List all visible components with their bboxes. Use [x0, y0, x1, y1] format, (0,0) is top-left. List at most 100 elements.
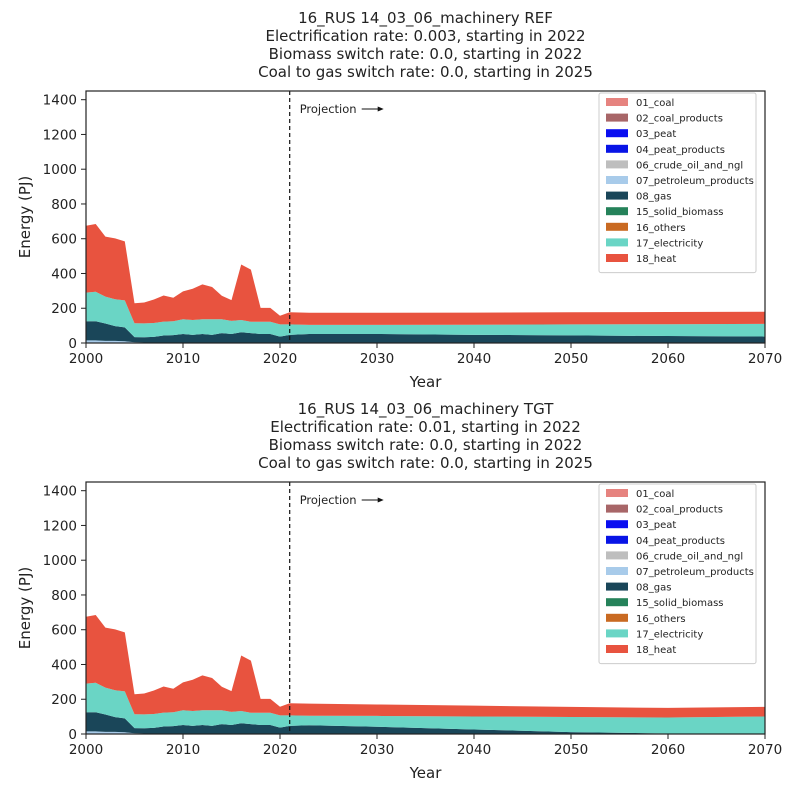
legend-swatch-06-crude-oil-and-ngl: [606, 551, 628, 560]
y-tick-label: 1200: [43, 518, 77, 534]
plot-frame: [85, 90, 766, 344]
y-tick-label: 1000: [43, 162, 77, 178]
chart-title-line: 16_RUS 14_03_06_machinery TGT: [298, 400, 555, 419]
y-tick-label: 800: [51, 588, 77, 604]
y-tick-label: 400: [51, 657, 77, 673]
legend-label-02-coal-products: 02_coal_products: [636, 505, 723, 516]
legend-swatch-15-solid-biomass: [606, 207, 628, 216]
legend-label-06-crude-oil-and-ngl: 06_crude_oil_and_ngl: [636, 160, 743, 171]
area-17-electricity: [86, 682, 765, 734]
x-tick-label: 2030: [360, 742, 394, 758]
y-axis-label: Energy (PJ): [16, 176, 34, 258]
legend-label-18-heat: 18_heat: [636, 254, 676, 265]
legend-label-18-heat: 18_heat: [636, 645, 676, 656]
x-tick-label: 2010: [166, 351, 200, 367]
y-tick-label: 600: [51, 232, 77, 248]
legend-label-17-electricity: 17_electricity: [636, 629, 703, 640]
x-tick-label: 2000: [69, 742, 103, 758]
projection-label: Projection: [300, 493, 357, 507]
legend-swatch-01-coal: [606, 489, 628, 497]
chart-panel-1: 16_RUS 14_03_06_machinery REFElectrifica…: [16, 9, 782, 391]
legend-swatch-03-peat: [606, 129, 628, 138]
area-18-heat: [86, 614, 765, 718]
x-tick-label: 2010: [166, 742, 200, 758]
x-axis-label: Year: [409, 764, 443, 782]
legend-label-08-gas: 08_gas: [636, 192, 671, 203]
x-tick-label: 2070: [748, 742, 782, 758]
y-axis-label: Energy (PJ): [16, 567, 34, 649]
projection-label: Projection: [300, 102, 357, 116]
y-tick-label: 400: [51, 266, 77, 282]
x-tick-label: 2050: [554, 742, 588, 758]
y-tick-label: 1400: [43, 93, 77, 109]
chart-title-line: Coal to gas switch rate: 0.0, starting i…: [258, 63, 593, 81]
chart-title-line: Electrification rate: 0.003, starting in…: [265, 27, 585, 45]
x-tick-label: 2070: [748, 351, 782, 367]
chart-title-line: Coal to gas switch rate: 0.0, starting i…: [258, 454, 593, 472]
area-17-electricity: [86, 291, 765, 338]
chart-title-line: Biomass switch rate: 0.0, starting in 20…: [269, 436, 583, 454]
y-tick-label: 200: [51, 692, 77, 708]
legend-swatch-04-peat-products: [606, 144, 628, 153]
x-tick-label: 2050: [554, 351, 588, 367]
y-tick-label: 800: [51, 197, 77, 213]
y-tick-label: 0: [68, 336, 77, 352]
legend-label-07-petroleum-products: 07_petroleum_products: [636, 567, 754, 578]
legend-swatch-17-electricity: [606, 238, 628, 247]
legend-label-08-gas: 08_gas: [636, 583, 671, 594]
legend-swatch-18-heat: [606, 645, 628, 653]
legend-swatch-03-peat: [606, 520, 628, 529]
legend-label-16-others: 16_others: [636, 223, 686, 234]
legend-label-06-crude-oil-and-ngl: 06_crude_oil_and_ngl: [636, 551, 743, 562]
legend-label-15-solid-biomass: 15_solid_biomass: [636, 207, 724, 218]
area-08-gas: [86, 321, 765, 343]
legend-label-01-coal: 01_coal: [636, 489, 674, 500]
legend-swatch-01-coal: [606, 98, 628, 106]
x-tick-label: 2060: [651, 351, 685, 367]
legend-swatch-18-heat: [606, 254, 628, 262]
legend-swatch-04-peat-products: [606, 535, 628, 544]
legend-box: [598, 92, 757, 274]
y-tick-label: 200: [51, 301, 77, 317]
legend-swatch-02-coal-products: [606, 504, 628, 513]
chart-title-line: Electrification rate: 0.01, starting in …: [270, 418, 580, 436]
y-tick-label: 0: [68, 727, 77, 743]
x-tick-label: 2000: [69, 351, 103, 367]
legend-label-15-solid-biomass: 15_solid_biomass: [636, 598, 724, 609]
legend-swatch-02-coal-products: [606, 113, 628, 122]
chart-title-line: Biomass switch rate: 0.0, starting in 20…: [269, 45, 583, 63]
legend-label-16-others: 16_others: [636, 614, 686, 625]
y-tick-label: 600: [51, 623, 77, 639]
area-18-heat: [86, 223, 765, 325]
plot-frame: [85, 481, 766, 735]
y-tick-label: 1000: [43, 553, 77, 569]
legend-label-04-peat-products: 04_peat_products: [636, 536, 725, 547]
legend-label-01-coal: 01_coal: [636, 98, 674, 109]
legend-swatch-08-gas: [606, 191, 628, 200]
area-08-gas: [86, 712, 765, 734]
x-tick-label: 2030: [360, 351, 394, 367]
legend-swatch-16-others: [606, 613, 628, 622]
x-tick-label: 2040: [457, 351, 491, 367]
legend-box: [598, 483, 757, 665]
x-axis-label: Year: [409, 373, 443, 391]
legend-label-17-electricity: 17_electricity: [636, 238, 703, 249]
legend-label-03-peat: 03_peat: [636, 129, 676, 140]
legend-swatch-08-gas: [606, 582, 628, 591]
legend-swatch-06-crude-oil-and-ngl: [606, 160, 628, 169]
x-tick-label: 2020: [263, 742, 297, 758]
x-tick-label: 2060: [651, 742, 685, 758]
legend-label-03-peat: 03_peat: [636, 520, 676, 531]
legend-label-02-coal-products: 02_coal_products: [636, 114, 723, 125]
legend-swatch-16-others: [606, 222, 628, 231]
y-tick-label: 1400: [43, 484, 77, 500]
x-tick-label: 2040: [457, 742, 491, 758]
projection-arrow-head: [377, 497, 384, 503]
legend-swatch-15-solid-biomass: [606, 598, 628, 607]
x-tick-label: 2020: [263, 351, 297, 367]
legend-swatch-07-petroleum-products: [606, 567, 628, 575]
legend-swatch-17-electricity: [606, 629, 628, 638]
projection-arrow-head: [377, 106, 384, 112]
